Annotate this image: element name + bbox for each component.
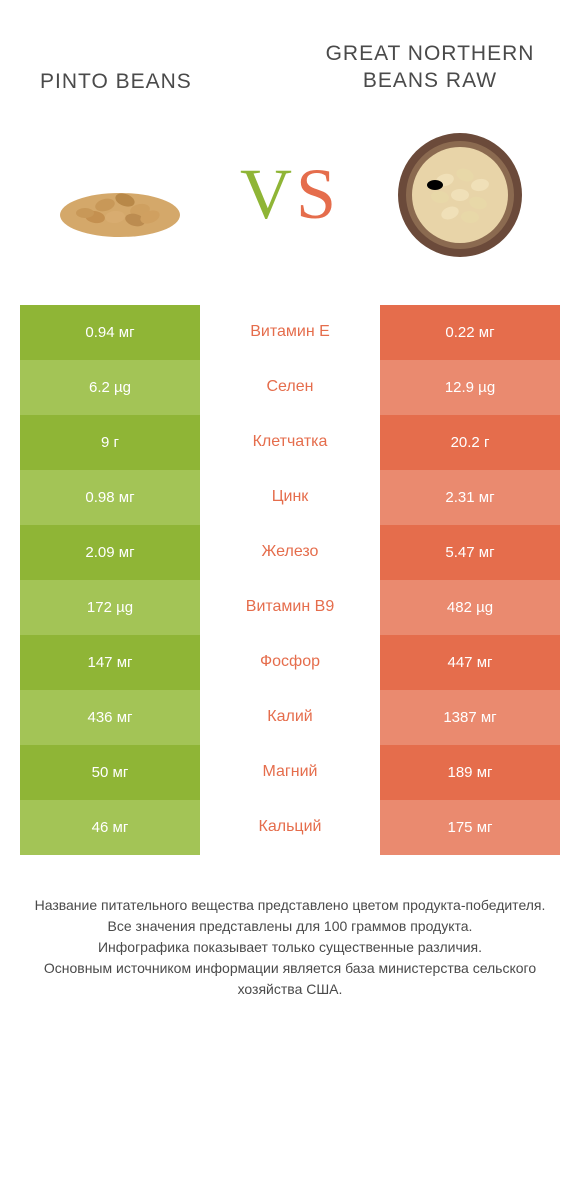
nutrient-label: Селен bbox=[200, 360, 380, 415]
nutrient-label: Цинк bbox=[200, 470, 380, 525]
left-value: 172 µg bbox=[20, 580, 200, 635]
table-row: 147 мгФосфор447 мг bbox=[20, 635, 560, 690]
images-row: VS bbox=[0, 105, 580, 305]
footer-line-2: Все значения представлены для 100 граммо… bbox=[30, 916, 550, 937]
nutrient-label: Кальций bbox=[200, 800, 380, 855]
left-value: 50 мг bbox=[20, 745, 200, 800]
footer-line-3: Инфографика показывает только существенн… bbox=[30, 937, 550, 958]
nutrient-label: Витамин B9 bbox=[200, 580, 380, 635]
left-value: 9 г bbox=[20, 415, 200, 470]
right-value: 189 мг bbox=[380, 745, 560, 800]
vs-v-letter: V bbox=[240, 154, 296, 234]
right-value: 5.47 мг bbox=[380, 525, 560, 580]
vs-s-letter: S bbox=[296, 154, 340, 234]
left-value: 0.98 мг bbox=[20, 470, 200, 525]
footer-line-1: Название питательного вещества представл… bbox=[30, 895, 550, 916]
right-value: 175 мг bbox=[380, 800, 560, 855]
nutrient-label: Фосфор bbox=[200, 635, 380, 690]
right-value: 447 мг bbox=[380, 635, 560, 690]
left-value: 0.94 мг bbox=[20, 305, 200, 360]
right-value: 0.22 мг bbox=[380, 305, 560, 360]
footer-line-4: Основным источником информации является … bbox=[30, 958, 550, 1000]
left-value: 6.2 µg bbox=[20, 360, 200, 415]
right-value: 20.2 г bbox=[380, 415, 560, 470]
nutrient-label: Клетчатка bbox=[200, 415, 380, 470]
vs-label: VS bbox=[240, 153, 340, 236]
footer-notes: Название питательного вещества представл… bbox=[0, 855, 580, 1000]
table-row: 436 мгКалий1387 мг bbox=[20, 690, 560, 745]
right-value: 12.9 µg bbox=[380, 360, 560, 415]
table-row: 46 мгКальций175 мг bbox=[20, 800, 560, 855]
nutrient-label: Витамин E bbox=[200, 305, 380, 360]
table-row: 0.98 мгЦинк2.31 мг bbox=[20, 470, 560, 525]
table-row: 2.09 мгЖелезо5.47 мг bbox=[20, 525, 560, 580]
table-row: 6.2 µgСелен12.9 µg bbox=[20, 360, 560, 415]
table-row: 0.94 мгВитамин E0.22 мг bbox=[20, 305, 560, 360]
left-value: 2.09 мг bbox=[20, 525, 200, 580]
comparison-table: 0.94 мгВитамин E0.22 мг6.2 µgСелен12.9 µ… bbox=[0, 305, 580, 855]
nutrient-label: Калий bbox=[200, 690, 380, 745]
left-value: 147 мг bbox=[20, 635, 200, 690]
pinto-beans-image bbox=[50, 125, 190, 265]
table-row: 9 гКлетчатка20.2 г bbox=[20, 415, 560, 470]
left-value: 436 мг bbox=[20, 690, 200, 745]
right-product-title: GREAT NORTHERN BEANS RAW bbox=[320, 40, 540, 95]
nutrient-label: Магний bbox=[200, 745, 380, 800]
northern-beans-image bbox=[390, 125, 530, 265]
table-row: 50 мгМагний189 мг bbox=[20, 745, 560, 800]
nutrient-label: Железо bbox=[200, 525, 380, 580]
right-value: 2.31 мг bbox=[380, 470, 560, 525]
table-row: 172 µgВитамин B9482 µg bbox=[20, 580, 560, 635]
header: PINTO BEANS GREAT NORTHERN BEANS RAW bbox=[0, 0, 580, 105]
left-product-title: PINTO BEANS bbox=[40, 40, 240, 94]
right-value: 482 µg bbox=[380, 580, 560, 635]
left-value: 46 мг bbox=[20, 800, 200, 855]
right-value: 1387 мг bbox=[380, 690, 560, 745]
